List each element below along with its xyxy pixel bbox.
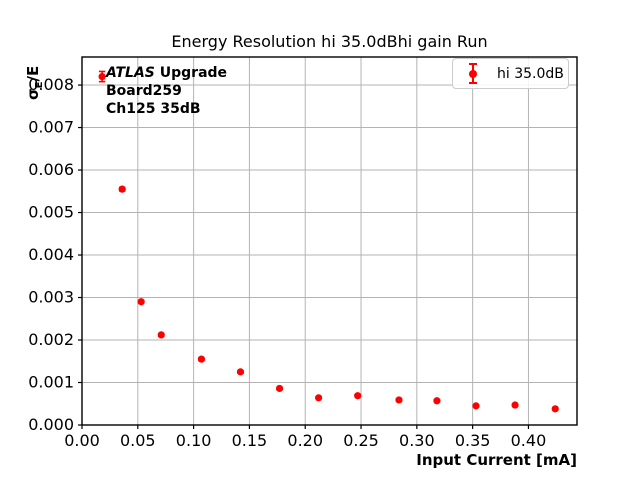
chart-title: Energy Resolution hi 35.0dBhi gain Run: [171, 32, 488, 51]
data-point: [98, 72, 106, 81]
data-point: [197, 355, 206, 363]
errorbar-cap-bottom: [469, 82, 477, 84]
y-tick-label: 0.008: [28, 75, 74, 94]
data-point: [275, 384, 284, 393]
y-axis-label-subscript: E: [34, 81, 45, 89]
errorbar-dot: [469, 69, 477, 78]
legend: hi 35.0dB: [452, 58, 569, 89]
y-axis-label-symbol: σ: [24, 88, 42, 100]
data-point: [551, 405, 559, 413]
errorbar-cap-top: [469, 63, 477, 65]
x-tick-label: 0.40: [511, 431, 547, 450]
data-point: [511, 401, 519, 409]
x-tick-label: 0.05: [120, 431, 156, 450]
y-axis-label-rest: /E: [24, 65, 42, 82]
x-tick-label: 0.10: [176, 431, 212, 450]
annotation-line-channel: Ch125 35dB: [106, 101, 201, 117]
annotation-experiment-suffix: Upgrade: [154, 65, 228, 81]
data-point: [236, 368, 245, 376]
x-tick-label: 0.00: [64, 431, 100, 450]
y-tick-label: 0.006: [28, 160, 74, 179]
annotation-line-experiment: ATLAS Upgrade: [106, 64, 227, 82]
plot-annotation: ATLAS Upgrade Board259 Ch125 35dB: [106, 64, 227, 118]
x-tick-label: 0.35: [455, 431, 491, 450]
data-point: [315, 394, 323, 402]
data-point: [118, 185, 126, 193]
x-tick-label: 0.25: [343, 431, 379, 450]
legend-label: hi 35.0dB: [497, 65, 564, 82]
x-tick-label: 0.30: [399, 431, 435, 450]
data-point: [157, 331, 165, 339]
y-tick-label: 0.000: [28, 415, 74, 434]
data-point: [433, 397, 441, 405]
y-tick-label: 0.003: [28, 288, 74, 307]
errorbar-marker-icon: [466, 60, 480, 87]
y-tick-label: 0.007: [28, 118, 74, 137]
data-point: [137, 298, 145, 306]
data-point: [395, 396, 403, 404]
y-tick-label: 0.004: [28, 245, 74, 264]
y-axis-label: σE/E: [24, 66, 45, 100]
y-tick-label: 0.001: [28, 373, 74, 392]
x-axis-label: Input Current [mA]: [416, 451, 577, 469]
x-tick-label: 0.20: [287, 431, 323, 450]
data-point: [354, 392, 362, 400]
x-tick-label: 0.15: [232, 431, 268, 450]
y-tick-label: 0.002: [28, 330, 74, 349]
annotation-experiment-name: ATLAS: [106, 65, 155, 81]
axes-spines: [81, 56, 578, 426]
y-tick-label: 0.005: [28, 203, 74, 222]
annotation-line-board: Board259: [106, 83, 182, 99]
data-point: [472, 402, 480, 410]
